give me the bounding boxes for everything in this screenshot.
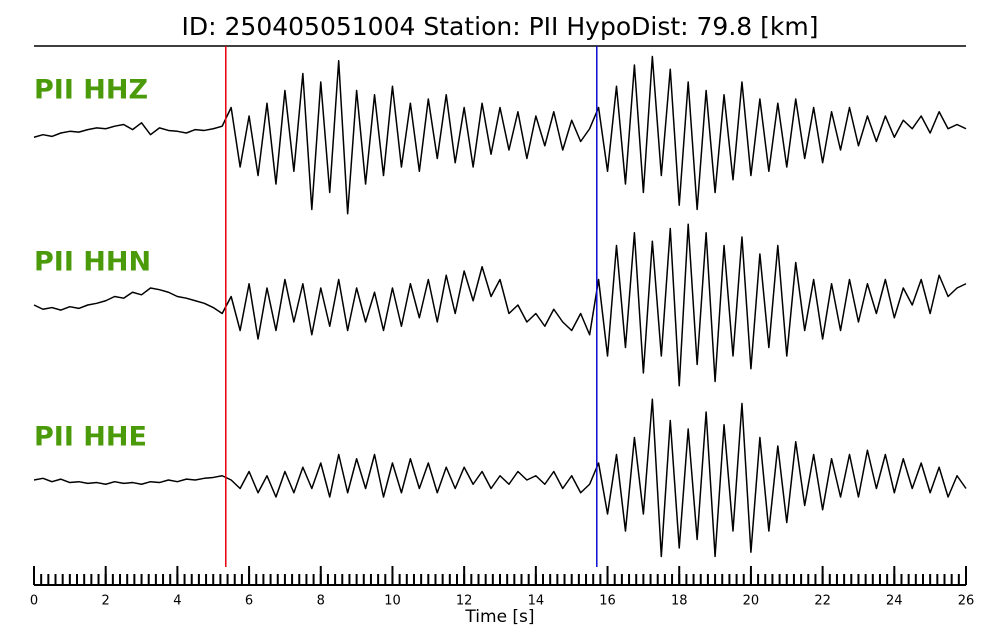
x-tick-label: 14 [528, 594, 545, 609]
x-tick-label: 16 [599, 594, 616, 609]
x-tick-label: 22 [814, 594, 831, 609]
x-tick-label: 20 [743, 594, 760, 609]
x-tick-label: 6 [245, 594, 253, 609]
x-tick-label: 24 [886, 594, 903, 609]
x-tick-label: 4 [173, 594, 181, 609]
x-tick-label: 26 [958, 594, 975, 609]
x-tick-label: 0 [30, 594, 38, 609]
chart-title: ID: 250405051004 Station: PII HypoDist: … [182, 12, 819, 41]
x-tick-label: 10 [384, 594, 401, 609]
x-tick-label: 8 [317, 594, 325, 609]
waveform [33, 223, 967, 387]
x-axis-label: Time [s] [464, 607, 534, 627]
waveform [33, 398, 967, 558]
x-tick-label: 18 [671, 594, 688, 609]
trace-label: PII HHZ [34, 75, 148, 106]
x-tick-label: 12 [456, 594, 473, 609]
trace-label: PII HHE [34, 422, 147, 453]
x-tick-label: 2 [102, 594, 110, 609]
trace-label: PII HHN [34, 247, 151, 278]
waveform [33, 55, 967, 215]
